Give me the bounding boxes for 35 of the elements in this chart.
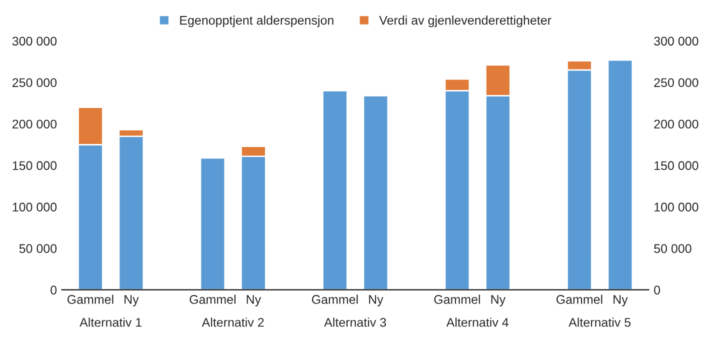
text: Alternativ 1 bbox=[80, 318, 142, 327]
y2-tick-label: 100 000 bbox=[654, 202, 698, 212]
y2-tick-label: 0 bbox=[654, 286, 660, 294]
y-tick-label: 300 000 bbox=[12, 36, 57, 46]
text: Alternativ 4 bbox=[446, 318, 508, 327]
y-tick-label: 250 000 bbox=[12, 78, 57, 88]
y-tick-label: 200 000 bbox=[12, 120, 57, 129]
x-tick-label: Gammel bbox=[67, 294, 114, 304]
y-tick-label: 100 000 bbox=[12, 202, 57, 212]
bar bbox=[322, 90, 348, 290]
y2-tick-label: 200 000 bbox=[654, 120, 698, 129]
x-tick-label: Gammel bbox=[190, 294, 236, 304]
x-tick-label: Ny bbox=[246, 295, 262, 306]
bar bbox=[362, 94, 389, 290]
y2-tick-label: 250 000 bbox=[654, 78, 698, 88]
text: Alternativ 2 bbox=[202, 318, 264, 327]
y-tick-label: 0 bbox=[50, 286, 57, 294]
x-tick-label: Gammel bbox=[434, 294, 480, 304]
legend-label: Egenopptjent alderspensjon bbox=[180, 16, 334, 28]
x-tick-label: Ny bbox=[369, 295, 384, 306]
y-tick-label: 150 000 bbox=[12, 161, 57, 170]
bar bbox=[607, 59, 634, 290]
x-tick-label: Gammel bbox=[556, 294, 602, 304]
x-tick-label: Ny bbox=[491, 295, 506, 306]
y2-tick-label: 50 000 bbox=[654, 244, 692, 254]
bar bbox=[200, 157, 226, 290]
text: Alternativ 3 bbox=[324, 318, 386, 327]
x-tick-label: Ny bbox=[614, 295, 628, 306]
x-tick-label: Ny bbox=[124, 295, 139, 306]
y-tick-label: 50 000 bbox=[19, 244, 57, 254]
y2-tick-label: 150 000 bbox=[654, 161, 698, 170]
x-tick-label: Gammel bbox=[312, 294, 358, 304]
text: Alternativ 5 bbox=[568, 318, 631, 327]
y2-tick-label: 300 000 bbox=[654, 36, 698, 46]
legend-label: Verdi av gjenlevenderettigheter bbox=[379, 16, 552, 28]
